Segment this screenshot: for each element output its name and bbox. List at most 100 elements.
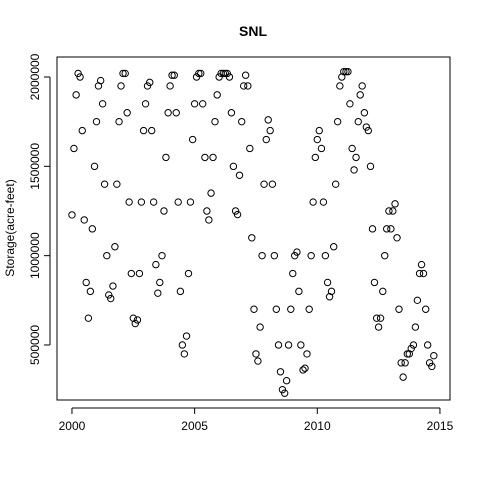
data-point	[356, 91, 364, 99]
data-point	[172, 109, 180, 117]
data-point	[121, 69, 129, 78]
data-point	[213, 91, 221, 99]
data-point	[419, 269, 428, 278]
data-point	[401, 359, 409, 367]
data-point	[293, 248, 301, 256]
data-point	[266, 126, 274, 135]
data-point	[346, 100, 354, 108]
data-point	[246, 144, 254, 153]
data-point	[395, 305, 403, 313]
data-point	[98, 100, 107, 108]
data-point	[309, 198, 317, 206]
data-point	[379, 287, 387, 296]
data-point	[229, 162, 238, 171]
data-point	[311, 153, 320, 162]
data-point	[227, 109, 236, 117]
data-point	[403, 350, 412, 358]
data-point	[413, 296, 422, 305]
data-point	[278, 385, 287, 394]
data-point	[299, 366, 307, 374]
data-point	[131, 319, 139, 328]
data-point	[417, 260, 426, 269]
data-point	[344, 67, 352, 76]
data-point	[123, 109, 131, 117]
y-tick-label: 1000000	[28, 232, 42, 279]
data-point	[70, 144, 78, 153]
data-point	[280, 389, 289, 397]
data-point	[393, 234, 401, 242]
data-point	[252, 350, 260, 358]
data-point	[272, 305, 281, 313]
data-point	[170, 71, 178, 79]
data-point	[385, 207, 393, 215]
data-point	[231, 207, 240, 215]
x-tick-label: 2015	[427, 419, 454, 433]
data-point	[86, 287, 95, 296]
data-point	[184, 269, 193, 278]
data-point	[235, 171, 244, 179]
data-point	[154, 289, 162, 297]
data-point	[219, 69, 228, 78]
data-point	[127, 269, 136, 278]
data-point	[387, 225, 395, 233]
data-point	[364, 126, 373, 135]
data-point	[260, 180, 268, 188]
data-point	[319, 198, 328, 206]
data-point	[92, 117, 101, 126]
data-point	[289, 269, 297, 278]
x-tick-label: 2010	[304, 419, 331, 433]
data-point	[284, 341, 293, 349]
data-point	[74, 69, 82, 78]
data-point	[117, 82, 125, 90]
data-point	[383, 225, 391, 233]
data-point	[276, 368, 285, 376]
data-point	[430, 351, 438, 360]
data-point	[397, 359, 405, 367]
data-point	[162, 153, 170, 162]
x-tick-label: 2000	[59, 419, 86, 433]
data-point	[295, 287, 303, 296]
data-point	[207, 189, 215, 197]
data-point	[321, 251, 330, 260]
data-point	[409, 341, 418, 349]
data-point	[76, 73, 84, 81]
data-point	[331, 180, 340, 188]
data-point	[115, 117, 123, 126]
data-point	[105, 291, 113, 299]
data-point	[376, 314, 385, 322]
data-point	[103, 251, 111, 260]
data-point	[381, 251, 389, 260]
data-point	[415, 269, 424, 278]
data-point	[113, 180, 121, 188]
data-point	[268, 180, 277, 188]
data-point	[176, 287, 185, 296]
data-point	[244, 82, 252, 90]
data-point	[274, 341, 283, 349]
data-point	[192, 73, 201, 81]
data-point	[205, 216, 213, 224]
data-point	[90, 162, 99, 171]
y-tick-label: 2000000	[28, 53, 42, 100]
data-point	[362, 123, 371, 131]
data-point	[119, 69, 127, 78]
data-point	[209, 153, 217, 162]
data-point	[254, 357, 262, 365]
data-point	[425, 359, 434, 367]
data-point	[135, 269, 144, 278]
data-point	[68, 211, 76, 219]
data-point	[428, 362, 436, 371]
data-point	[241, 71, 250, 79]
data-point	[203, 207, 211, 215]
data-point	[350, 166, 358, 174]
data-point	[250, 305, 258, 313]
data-point	[143, 82, 152, 90]
data-point	[233, 210, 242, 219]
data-point	[174, 198, 182, 206]
data-point	[287, 305, 295, 313]
data-point	[190, 100, 199, 108]
data-point	[333, 117, 342, 126]
data-point	[323, 278, 332, 287]
data-point	[111, 243, 119, 251]
data-point	[407, 344, 415, 353]
